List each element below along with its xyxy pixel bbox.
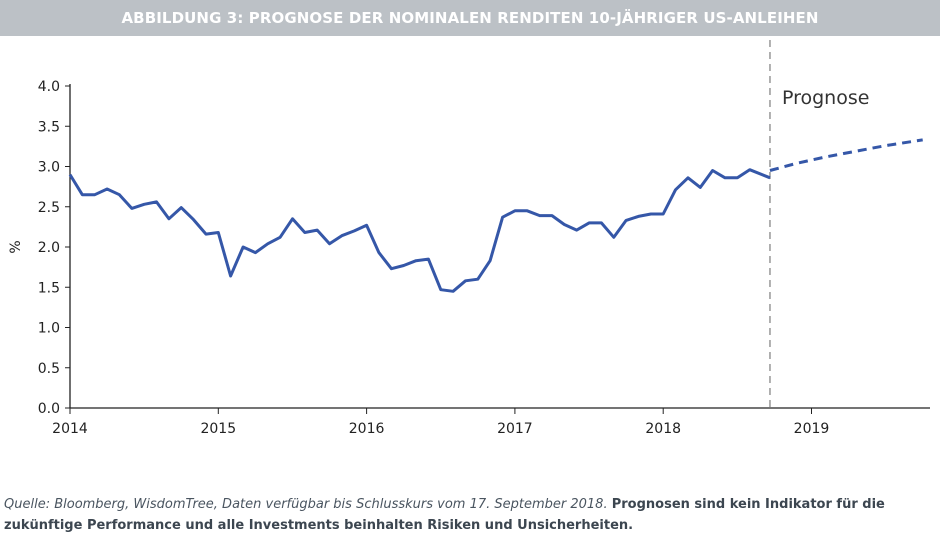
y-tick-label: 3.0: [38, 160, 60, 176]
y-tick-label: 0.5: [38, 361, 60, 377]
chart-title: ABBILDUNG 3: PROGNOSE DER NOMINALEN REND…: [0, 0, 940, 36]
x-tick-label: 2014: [52, 421, 88, 437]
x-tick-label: 2019: [794, 421, 830, 437]
y-tick-label: 3.5: [38, 119, 60, 135]
y-tick-label: 1.0: [38, 321, 60, 337]
forecast-annotation: Prognose: [782, 87, 869, 109]
y-tick-label: 1.5: [38, 280, 60, 296]
footer-note: Quelle: Bloomberg, WisdomTree, Daten ver…: [4, 494, 939, 536]
y-axis-label: %: [8, 240, 24, 253]
x-tick-label: 2018: [645, 421, 681, 437]
x-tick-label: 2015: [200, 421, 236, 437]
line-chart: 0.0 0.5 1.0 1.5 2.0 2.5 3.0 3.5 4.0 2014 2015 2016 2…: [8, 40, 930, 437]
source-text: Quelle: Bloomberg, WisdomTree, Daten ver…: [4, 497, 608, 512]
y-tick-label: 2.5: [38, 200, 60, 216]
y-tick-label: 4.0: [38, 79, 60, 95]
x-tick-label: 2016: [349, 421, 385, 437]
y-tick-label: 2.0: [38, 240, 60, 256]
x-tick-label: 2017: [497, 421, 533, 437]
forecast-series-line: [769, 138, 923, 172]
y-tick-label: 0.0: [38, 401, 60, 417]
historical-series-line: [68, 168, 771, 293]
disclaimer-text: Prognosen sind kein Indikator für die zu…: [4, 497, 885, 533]
